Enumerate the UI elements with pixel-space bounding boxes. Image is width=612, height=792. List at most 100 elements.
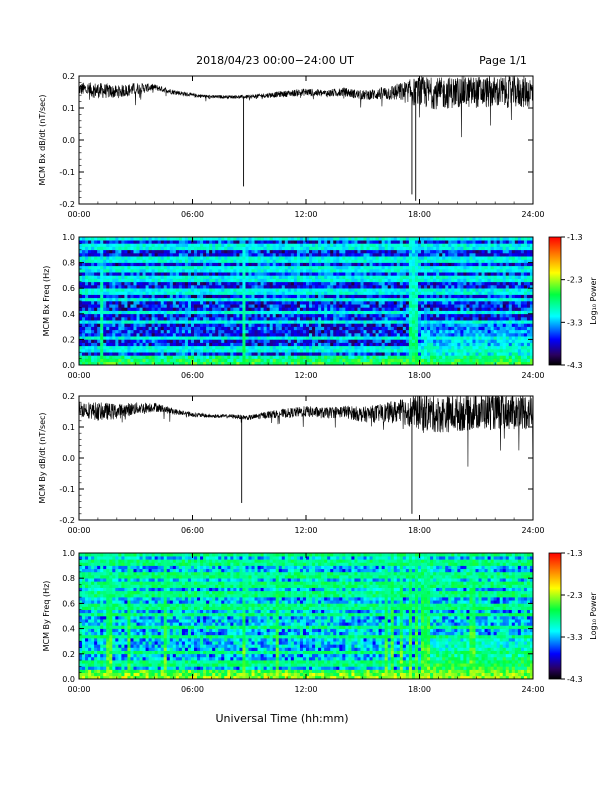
spectrogram-cell (430, 361, 434, 366)
spectrogram-cell (272, 275, 277, 279)
spectrogram-cell (345, 275, 349, 279)
spectrogram-cell (281, 333, 286, 337)
spectrogram-cell (330, 256, 334, 260)
spectrogram-cell (312, 259, 316, 263)
spectrogram-cell (402, 345, 407, 350)
spectrogram-cell (121, 320, 125, 324)
spectrogram-cell (245, 333, 249, 337)
spectrogram-cell (79, 326, 83, 331)
spectrogram-cell (372, 297, 376, 302)
spectrogram-cell (181, 336, 186, 340)
spectrogram-cell (233, 262, 237, 267)
spectrogram-cell (263, 313, 267, 318)
spectrogram-cell (399, 259, 404, 263)
spectrogram-cell (224, 310, 228, 315)
spectrogram-cell (85, 291, 89, 295)
spectrogram-cell (293, 288, 298, 292)
spectrogram-cell (330, 294, 334, 299)
spectrogram-cell (369, 358, 373, 363)
bx-dbdt-ylabel: MCM Bx dB/dt (nT/sec) (38, 94, 47, 185)
spectrogram-cell (148, 294, 152, 299)
spectrogram-cell (169, 339, 174, 343)
spectrogram-cell (414, 269, 419, 273)
spectrogram-cell (251, 265, 255, 270)
spectrogram-cell (197, 291, 201, 295)
spectrogram-cell (336, 355, 340, 359)
spectrogram-cell (424, 304, 428, 308)
spectrogram-cell (212, 246, 216, 251)
spectrogram-cell (375, 262, 379, 267)
spectrogram-cell (187, 317, 192, 321)
spectrogram-cell (405, 342, 410, 347)
spectrogram-cell (299, 294, 304, 299)
spectrogram-cell (284, 310, 289, 315)
spectrogram-cell (263, 285, 267, 289)
spectrogram-cell (239, 336, 243, 340)
spectrogram-cell (148, 240, 152, 244)
spectrogram-cell (209, 285, 213, 289)
spectrogram-cell (357, 313, 361, 318)
spectrogram-cell (245, 304, 249, 308)
spectrogram-cell (242, 304, 246, 308)
spectrogram-cell (118, 269, 122, 273)
spectrogram-cell (233, 336, 237, 340)
spectrogram-cell (118, 243, 122, 247)
spectrogram-cell (178, 349, 183, 353)
spectrogram-cell (230, 355, 234, 359)
spectrogram-cell (209, 339, 213, 343)
spectrogram-cell (354, 253, 358, 257)
spectrogram-cell (94, 256, 98, 260)
spectrogram-cell (445, 285, 449, 289)
spectrogram-cell (436, 294, 440, 299)
spectrogram-cell (439, 336, 443, 340)
spectrogram-cell (302, 358, 307, 363)
spectrogram-cell (209, 240, 213, 244)
spectrogram-cell (115, 320, 119, 324)
spectrogram-cell (384, 256, 389, 260)
spectrogram-cell (399, 275, 404, 279)
spectrogram-cell (342, 243, 346, 247)
spectrogram-cell (354, 237, 358, 241)
spectrogram-cell (330, 262, 334, 267)
spectrogram-cell (278, 243, 283, 247)
spectrogram-cell (94, 275, 98, 279)
spectrogram-cell (221, 358, 225, 363)
spectrogram-cell (82, 349, 86, 353)
spectrogram-cell (405, 262, 410, 267)
spectrogram-cell (293, 297, 298, 302)
spectrogram-cell (257, 265, 261, 270)
spectrogram-cell (109, 349, 113, 353)
spectrogram-cell (402, 307, 407, 311)
spectrogram-cell (345, 265, 349, 270)
spectrogram-cell (157, 240, 162, 244)
spectrogram-cell (299, 323, 304, 327)
page-title: 2018/04/23 00:00−24:00 UT (196, 54, 354, 67)
spectrogram-cell (245, 253, 249, 257)
spectrogram-cell (85, 307, 89, 311)
spectrogram-cell (224, 243, 228, 247)
spectrogram-cell (405, 265, 410, 270)
spectrogram-cell (390, 310, 395, 315)
spectrogram-cell (251, 278, 255, 283)
spectrogram-cell (275, 297, 280, 302)
spectrogram-cell (127, 336, 131, 340)
spectrogram-cell (293, 307, 298, 311)
spectrogram-cell (302, 297, 307, 302)
spectrogram-cell (427, 246, 431, 251)
spectrogram-cell (345, 339, 349, 343)
spectrogram-cell (351, 269, 355, 273)
spectrogram-cell (148, 237, 152, 241)
spectrogram-cell (203, 288, 207, 292)
spectrogram-cell (324, 246, 328, 251)
spectrogram-cell (197, 281, 201, 286)
spectrogram-cell (127, 275, 131, 279)
spectrogram-cell (136, 294, 140, 299)
spectrogram-cell (315, 333, 319, 337)
spectrogram-cell (109, 269, 113, 273)
spectrogram-cell (166, 304, 171, 308)
spectrogram-cell (242, 336, 246, 340)
spectrogram-cell (145, 249, 149, 254)
spectrogram-cell (206, 240, 210, 244)
spectrogram-cell (414, 253, 419, 257)
spectrogram-cell (296, 329, 301, 334)
